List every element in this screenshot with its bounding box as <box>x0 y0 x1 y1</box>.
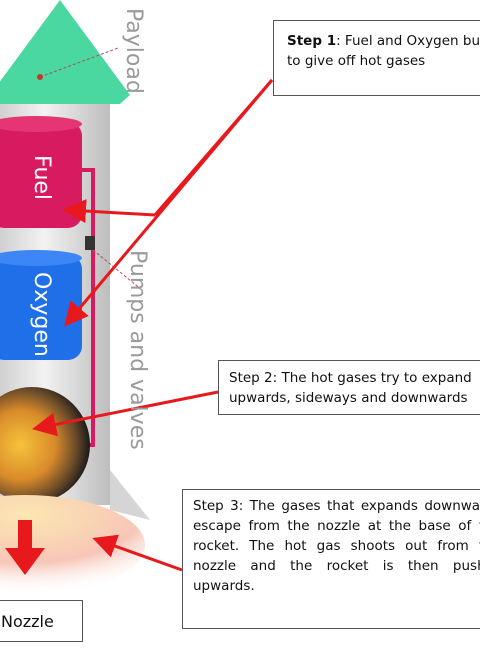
fuel-label: Fuel <box>29 155 54 201</box>
thrust-arrow-shaft <box>18 520 32 550</box>
fuel-tank-top <box>0 116 82 132</box>
payload-pointer <box>39 47 119 78</box>
step2-arrow <box>32 390 219 437</box>
pumps-and-valves-label: Pumps and valves <box>125 250 150 450</box>
rocket-fin <box>110 470 150 520</box>
payload-pointer-dot <box>37 74 43 80</box>
step2-text: Step 2: The hot gases try to expand upwa… <box>229 370 472 406</box>
payload-cone <box>0 0 130 104</box>
step1-arrow-fuel <box>153 79 274 216</box>
thrust-arrow-head <box>5 548 45 575</box>
payload-label: Payload <box>121 8 146 94</box>
pump-valve <box>85 236 95 250</box>
oxygen-label: Oxygen <box>29 272 54 357</box>
pumps-pointer <box>92 249 143 291</box>
step1-callout: Step 1: Fuel and Oxygen burn to give off… <box>273 20 480 96</box>
step3-arrow <box>92 534 183 572</box>
step2-callout: Step 2: The hot gases try to expand upwa… <box>218 360 480 415</box>
step1-arrow-fuel-branch <box>62 199 156 224</box>
oxygen-tank <box>0 255 82 360</box>
combustion-chamber <box>0 387 90 503</box>
nozzle-label: Nozzle <box>0 600 83 642</box>
step1-title: Step 1 <box>287 33 337 49</box>
oxygen-tank-top <box>0 250 82 266</box>
step3-callout: Step 3: The gases that expands downwards… <box>182 489 480 629</box>
step3-text: Step 3: The gases that expands downwards… <box>193 498 480 594</box>
fuel-tank <box>0 122 82 228</box>
step1-text: : Fuel and Oxygen burn to give off hot g… <box>287 33 480 69</box>
exhaust-plume <box>0 495 145 595</box>
